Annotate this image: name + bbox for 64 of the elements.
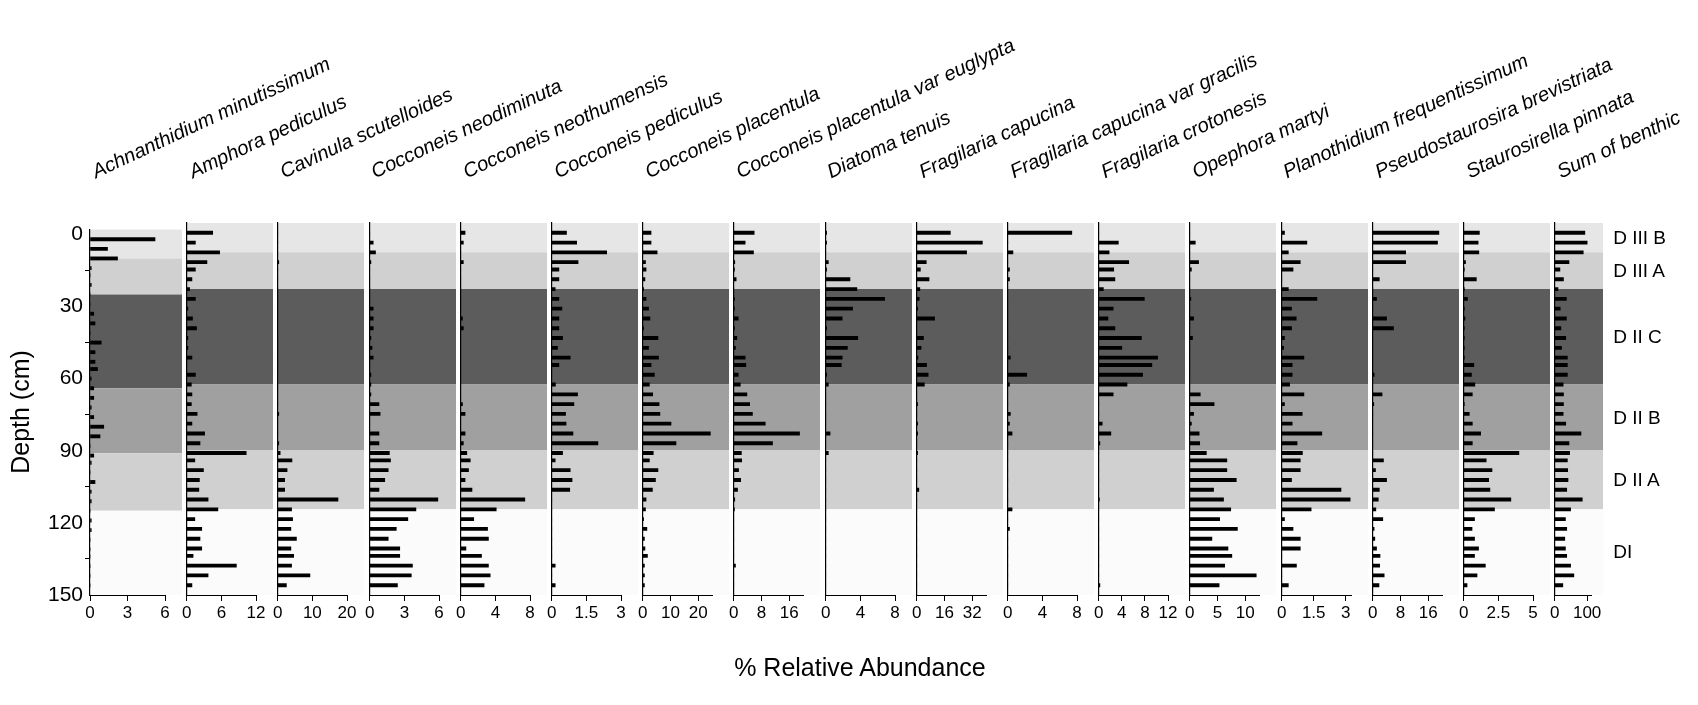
x-axis-title: % Relative Abundance bbox=[734, 653, 986, 682]
y-tick-label: 120 bbox=[47, 509, 83, 533]
x-tick-label: 5 bbox=[1213, 602, 1223, 622]
x-tick-label: 32 bbox=[962, 602, 982, 622]
band-label: D II C bbox=[1613, 325, 1662, 348]
y-tick-label: 90 bbox=[59, 437, 83, 461]
y-axis-title: Depth (cm) bbox=[5, 350, 35, 475]
x-tick-label: 6 bbox=[433, 602, 444, 622]
x-tick-label: 5 bbox=[1528, 602, 1538, 622]
y-tick-label: 0 bbox=[71, 221, 83, 245]
x-tick-label: 0 bbox=[1367, 602, 1378, 622]
x-tick-label: 3 bbox=[1340, 602, 1350, 622]
x-tick-label: 100 bbox=[1573, 602, 1602, 622]
x-tick-label: 0 bbox=[911, 602, 922, 622]
x-tick-label: 0 bbox=[1550, 602, 1560, 622]
x-tick-label: 4 bbox=[490, 602, 500, 622]
x-tick-label: 6 bbox=[160, 602, 170, 622]
band-label: D II B bbox=[1613, 406, 1661, 429]
x-tick-label: 12 bbox=[246, 602, 266, 622]
x-tick-label: 12 bbox=[1158, 602, 1178, 622]
x-tick-label: 4 bbox=[1117, 602, 1127, 622]
x-tick-label: 0 bbox=[182, 602, 192, 622]
x-tick-label: 8 bbox=[889, 602, 900, 622]
band-label: D III A bbox=[1613, 259, 1665, 282]
x-tick-label: 16 bbox=[1418, 602, 1438, 622]
x-tick-label: 8 bbox=[1072, 602, 1082, 622]
x-tick-label: 4 bbox=[1037, 602, 1048, 622]
x-tick-label: 16 bbox=[780, 602, 799, 622]
x-tick-label: 10 bbox=[1236, 602, 1255, 622]
x-tick-label: 6 bbox=[216, 602, 227, 622]
x-tick-label: 0 bbox=[546, 602, 557, 622]
x-tick-label: 3 bbox=[616, 602, 626, 622]
x-tick-label: 10 bbox=[303, 602, 323, 622]
x-tick-label: 16 bbox=[934, 602, 954, 622]
x-tick-label: 8 bbox=[757, 602, 767, 622]
x-tick-label: 0 bbox=[455, 602, 466, 622]
x-tick-label: 0 bbox=[1458, 602, 1469, 622]
y-tick-label: 60 bbox=[59, 365, 83, 389]
band-label: D III B bbox=[1613, 226, 1666, 249]
x-tick-label: 1.5 bbox=[574, 602, 599, 622]
x-tick-label: 0 bbox=[638, 602, 648, 622]
band-label: D II A bbox=[1613, 468, 1660, 491]
band-label: DI bbox=[1613, 541, 1633, 564]
x-tick-label: 0 bbox=[1276, 602, 1287, 622]
x-tick-label: 0 bbox=[820, 602, 831, 622]
x-tick-label: 8 bbox=[1140, 602, 1150, 622]
x-tick-label: 20 bbox=[688, 602, 708, 622]
x-tick-label: 0 bbox=[729, 602, 739, 622]
x-tick-label: 8 bbox=[1395, 602, 1405, 622]
y-tick-label: 30 bbox=[59, 293, 83, 317]
x-tick-label: 0 bbox=[364, 602, 375, 622]
x-tick-label: 4 bbox=[855, 602, 865, 622]
x-tick-label: 10 bbox=[661, 602, 681, 622]
x-tick-label: 2.5 bbox=[1486, 602, 1511, 622]
y-tick-label: 150 bbox=[47, 581, 83, 605]
x-tick-label: 0 bbox=[1185, 602, 1195, 622]
x-tick-label: 1.5 bbox=[1301, 602, 1326, 622]
x-tick-label: 0 bbox=[273, 602, 283, 622]
x-tick-label: 3 bbox=[122, 602, 133, 622]
x-tick-label: 20 bbox=[337, 602, 357, 622]
x-tick-label: 8 bbox=[525, 602, 535, 622]
x-tick-label: 0 bbox=[1002, 602, 1013, 622]
x-tick-label: 3 bbox=[399, 602, 409, 622]
x-tick-label: 0 bbox=[1094, 602, 1104, 622]
